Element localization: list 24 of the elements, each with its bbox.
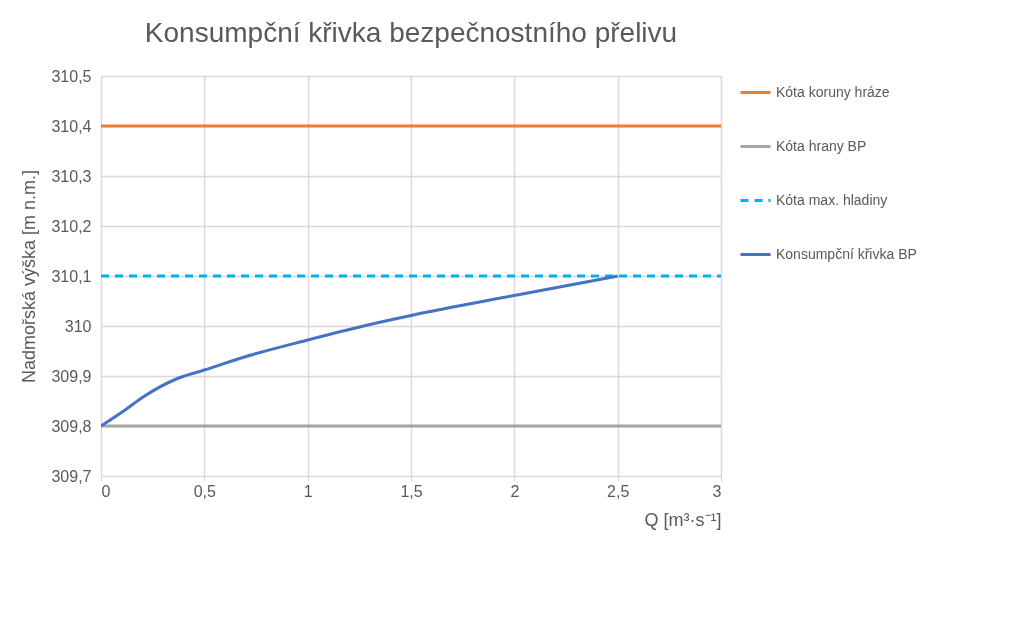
legend-label: Konsumpční křivka BP (776, 245, 917, 262)
chart-title: Konsumpční křivka bezpečnostního přelivu (144, 17, 678, 48)
x-tick-label: 1 (303, 482, 313, 500)
y-tick-label: 310,1 (51, 267, 92, 285)
x-tick-label: 0 (101, 482, 111, 500)
y-tick-label: 309,8 (51, 417, 92, 435)
y-tick-label: 310,2 (51, 217, 92, 235)
x-axis-title: Q [m³·s⁻¹] (644, 509, 722, 530)
y-tick-label: 310,5 (51, 67, 92, 85)
x-tick-label: 3 (712, 482, 722, 500)
line-series (101, 274, 620, 428)
x-tick-label: 2,5 (607, 482, 630, 500)
x-tick-label: 0,5 (193, 482, 217, 500)
y-axis-title: Nadmořská výška [m n.m.] (19, 169, 40, 384)
y-tick-label: 310 (64, 317, 92, 335)
y-tick-label: 310,3 (51, 167, 92, 185)
y-tick-label: 309,9 (51, 367, 92, 385)
x-tick-label: 1,5 (400, 482, 423, 500)
legend-label: Kóta hrany BP (776, 137, 867, 154)
legend-label: Kóta koruny hráze (776, 83, 890, 100)
y-tick-label: 309,7 (51, 467, 92, 485)
legend-label: Kóta max. hladiny (776, 191, 888, 208)
x-tick-label: 2 (510, 482, 520, 500)
y-tick-label: 310,4 (51, 117, 92, 135)
